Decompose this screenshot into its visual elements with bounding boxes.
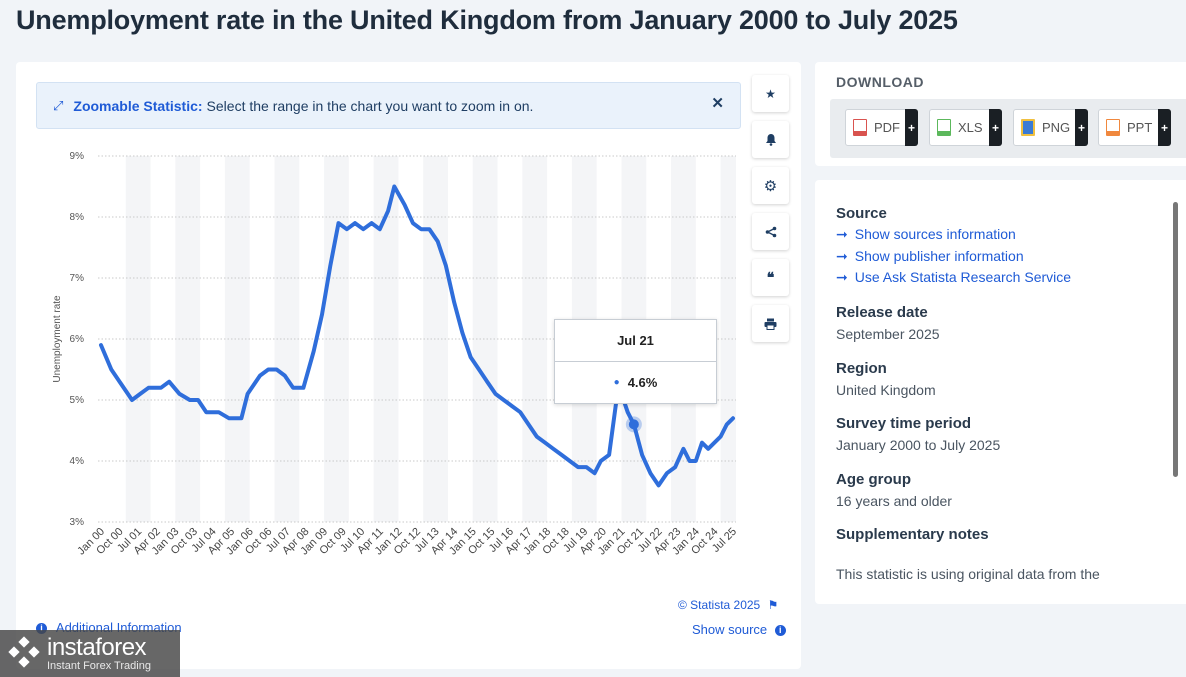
y-tick-label: 7% (70, 273, 85, 284)
source-heading: Source (836, 205, 887, 222)
y-tick-label: 5% (70, 395, 85, 406)
plus-icon: + (1075, 109, 1088, 146)
ppt-file-icon (1106, 119, 1120, 136)
chart-card: ⤢ Zoomable Statistic: Select the range i… (16, 62, 801, 669)
png-label: PNG (1042, 120, 1071, 135)
age-heading: Age group (836, 471, 911, 488)
xls-file-icon (937, 119, 951, 136)
region-heading: Region (836, 360, 887, 377)
download-buttons: PDF + XLS + PNG + PPT + (830, 99, 1186, 158)
scrollbar[interactable] (1173, 202, 1178, 477)
zoom-banner: ⤢ Zoomable Statistic: Select the range i… (36, 82, 741, 129)
watermark-tagline: Instant Forex Trading (47, 659, 151, 672)
zoom-text: Select the range in the chart you want t… (206, 97, 534, 114)
cite-button[interactable]: ❝ (752, 259, 789, 296)
survey-heading: Survey time period (836, 415, 972, 432)
side-toolbar: ★ ⚙ ❝ (752, 75, 789, 351)
notify-button[interactable] (752, 121, 789, 158)
tooltip-value-row: ● 4.6% (555, 362, 716, 403)
sources-info-text: Show sources information (854, 226, 1016, 242)
download-title: DOWNLOAD (836, 74, 924, 90)
statista-credit[interactable]: © Statista 2025 ⚑ (678, 598, 778, 612)
gear-icon: ⚙ (763, 177, 778, 195)
year-band (423, 156, 448, 522)
watermark-text: instaforex Instant Forex Trading (47, 633, 151, 672)
arrow-right-icon: ➞ (836, 226, 848, 242)
notes-value: This statistic is using original data fr… (836, 566, 1100, 582)
page-title: Unemployment rate in the United Kingdom … (16, 5, 958, 35)
y-tick-label: 9% (70, 151, 85, 162)
publisher-info-text: Show publisher information (854, 248, 1024, 264)
research-service-text: Use Ask Statista Research Service (854, 269, 1072, 285)
y-tick-label: 4% (70, 456, 85, 467)
download-xls-button[interactable]: XLS + (929, 109, 1002, 146)
plus-icon: + (905, 109, 918, 146)
show-source-text: Show source (692, 622, 768, 637)
expand-icon: ⤢ (53, 97, 64, 113)
ppt-label: PPT (1127, 120, 1153, 135)
favorite-button[interactable]: ★ (752, 75, 789, 112)
show-source-link[interactable]: Show source i (692, 622, 786, 637)
instaforex-watermark: instaforex Instant Forex Trading (0, 630, 180, 677)
settings-button[interactable]: ⚙ (752, 167, 789, 204)
plus-icon: + (989, 109, 1002, 146)
share-icon (765, 226, 776, 237)
series-dot-icon: ● (613, 377, 620, 388)
tooltip-date: Jul 21 (555, 320, 716, 362)
y-tick-label: 3% (70, 517, 85, 528)
year-band (274, 156, 300, 522)
bell-icon (765, 134, 776, 146)
download-pdf-button[interactable]: PDF + (845, 109, 918, 146)
print-icon (764, 318, 777, 330)
y-tick-label: 6% (70, 334, 85, 345)
highlight-point (628, 419, 639, 430)
star-icon: ★ (765, 86, 776, 101)
sources-info-link[interactable]: ➞ Show sources information (836, 226, 1016, 243)
region-value: United Kingdom (836, 382, 936, 398)
xls-label: XLS (958, 120, 983, 135)
download-png-button[interactable]: PNG + (1013, 109, 1088, 146)
print-button[interactable] (752, 305, 789, 342)
age-value: 16 years and older (836, 493, 952, 509)
publisher-info-link[interactable]: ➞ Show publisher information (836, 248, 1024, 265)
info-card: Source ➞ Show sources information ➞ Show p… (815, 180, 1186, 604)
zoom-label: Zoomable Statistic: (73, 97, 203, 114)
tooltip-value: 4.6% (627, 375, 658, 390)
download-card: DOWNLOAD PDF + XLS + PNG + PPT + (815, 62, 1186, 166)
info-icon: i (774, 625, 786, 637)
download-ppt-button[interactable]: PPT + (1098, 109, 1171, 146)
png-file-icon (1021, 119, 1035, 136)
close-icon[interactable]: ✕ (711, 95, 724, 112)
survey-value: January 2000 to July 2025 (836, 437, 1001, 453)
arrow-right-icon: ➞ (836, 269, 848, 285)
instaforex-logo-icon (8, 635, 40, 668)
quote-icon: ❝ (766, 269, 775, 285)
y-tick-label: 8% (70, 212, 85, 223)
series-line (99, 184, 735, 488)
y-axis-label: Unemployment rate (52, 295, 63, 383)
pdf-file-icon (853, 119, 867, 136)
research-service-link[interactable]: ➞ Use Ask Statista Research Service (836, 269, 1071, 286)
chart-tooltip: Jul 21 ● 4.6% (554, 319, 717, 404)
share-button[interactable] (752, 213, 789, 250)
watermark-name: instaforex (47, 633, 147, 661)
plus-icon: + (1158, 109, 1171, 146)
pdf-label: PDF (874, 120, 900, 135)
notes-heading: Supplementary notes (836, 526, 989, 543)
release-value: September 2025 (836, 326, 940, 342)
arrow-right-icon: ➞ (836, 248, 848, 264)
credit-text: © Statista 2025 (678, 598, 761, 612)
release-heading: Release date (836, 304, 928, 321)
flag-icon: ⚑ (767, 598, 779, 612)
info-icon: i (36, 623, 47, 635)
